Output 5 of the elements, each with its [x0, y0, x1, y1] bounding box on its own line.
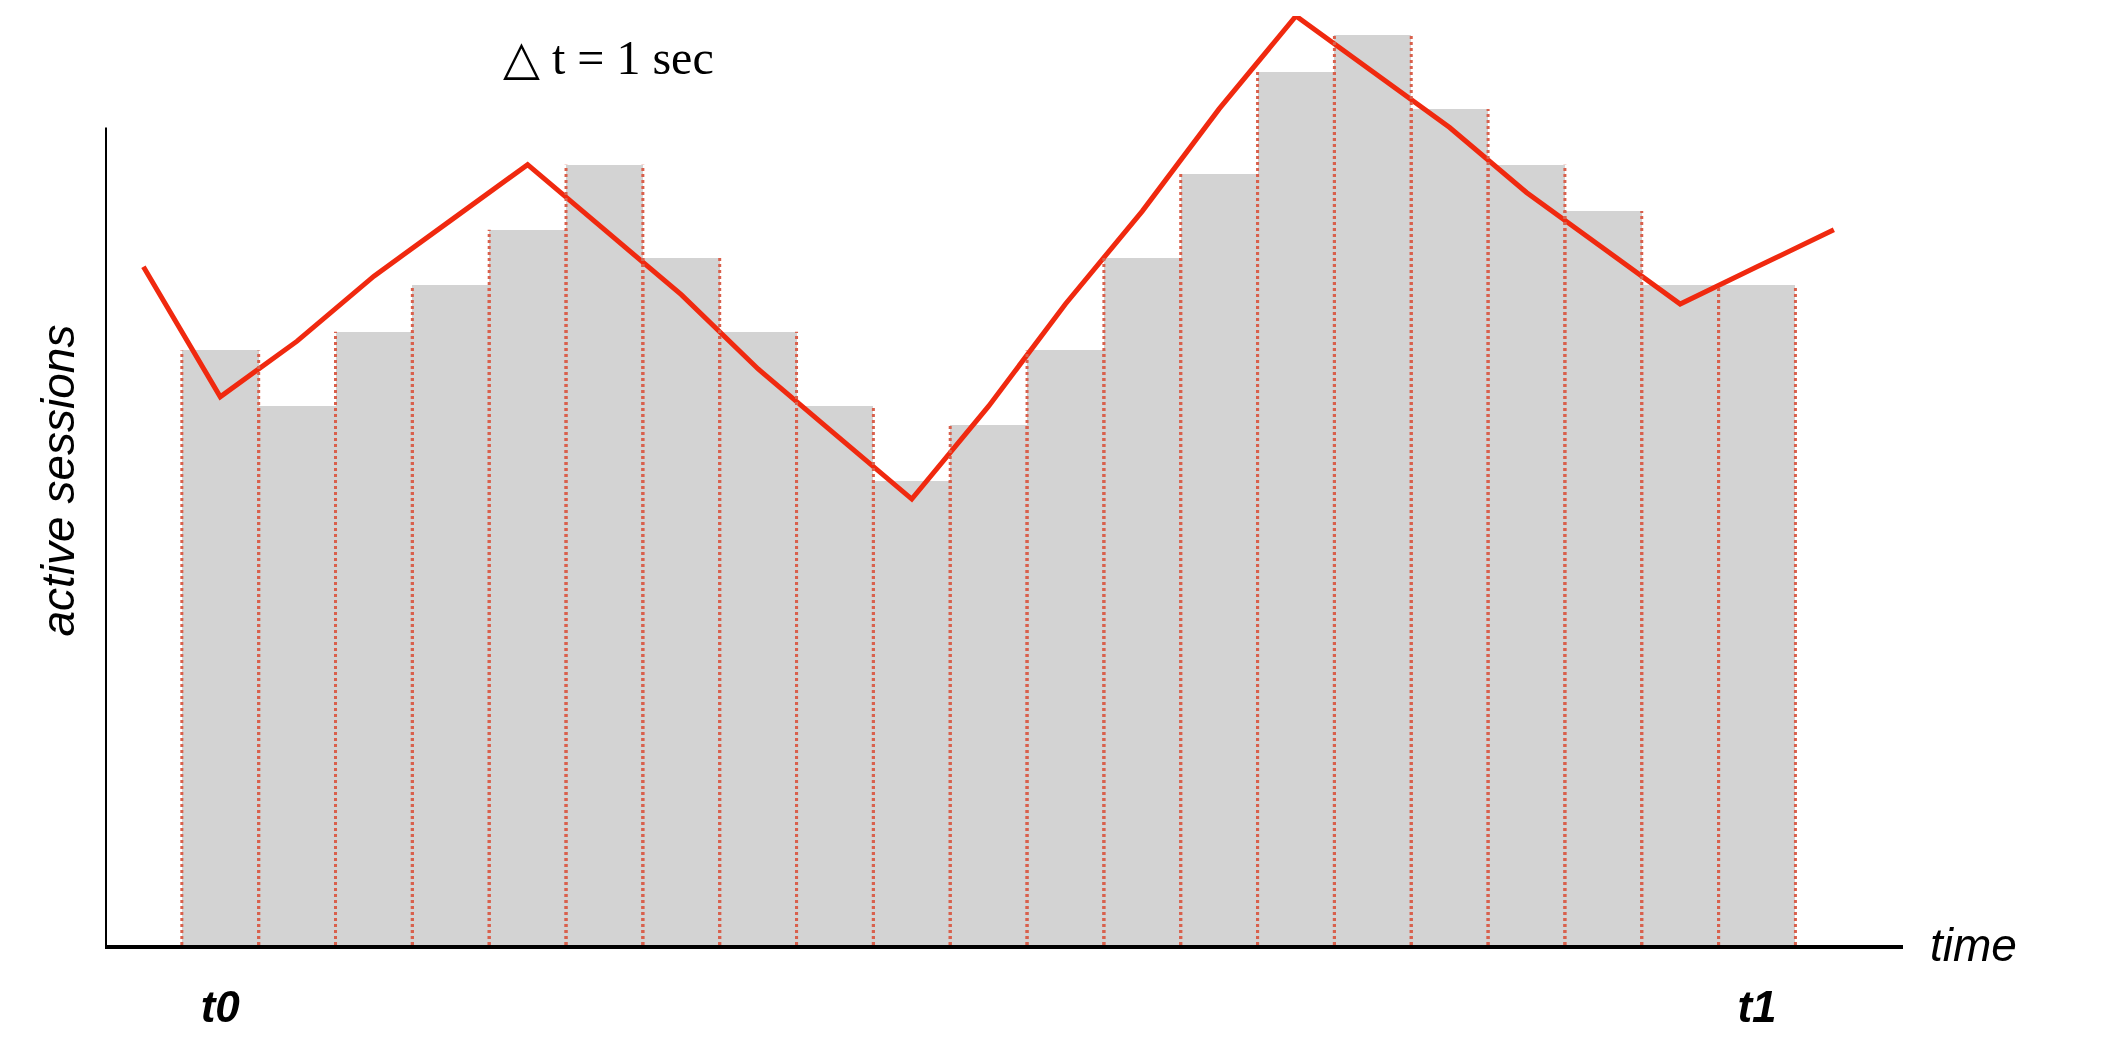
- annotation: △ t = 1 sec: [503, 31, 714, 84]
- x-axis-title: time: [1930, 919, 2017, 971]
- x-tick-label: t0: [200, 981, 241, 1031]
- y-axis-title: active sessions: [31, 324, 84, 637]
- x-tick-label: t1: [1737, 981, 1777, 1031]
